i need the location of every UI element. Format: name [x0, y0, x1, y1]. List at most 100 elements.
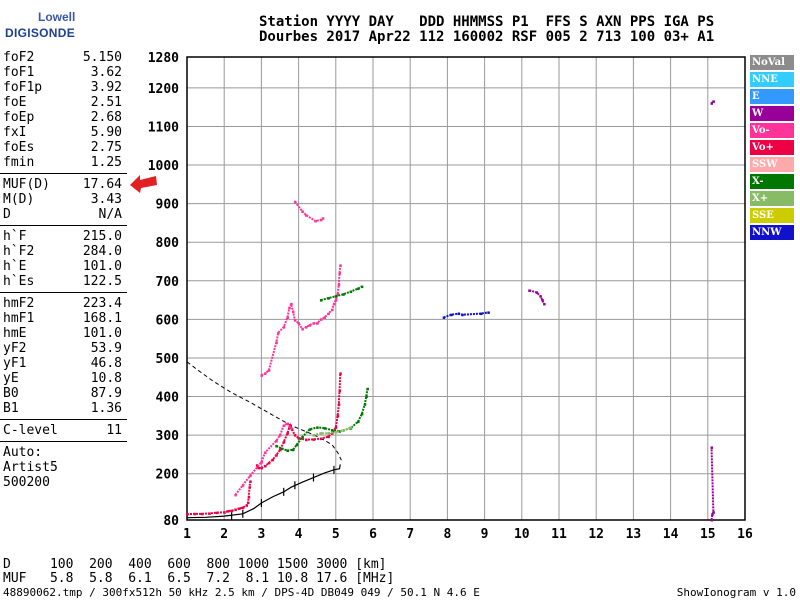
param-value: 87.9	[90, 386, 122, 401]
data-point	[275, 454, 278, 457]
y-tick-label: 400	[156, 391, 180, 406]
x-tick-label: 12	[588, 527, 604, 542]
param-value: 1.25	[90, 155, 122, 170]
data-point	[301, 436, 304, 439]
param-name: B0	[3, 386, 19, 401]
param-value: 3.43	[90, 192, 122, 207]
data-point	[349, 290, 353, 294]
data-point	[710, 446, 714, 449]
data-point	[312, 434, 315, 437]
data-point	[301, 210, 304, 213]
param-row: hmF2 223.4	[0, 296, 130, 311]
param-name: h`Es	[3, 274, 35, 289]
param-value: 3.62	[90, 65, 122, 80]
legend-item: NNE	[750, 72, 794, 87]
data-point	[316, 426, 319, 429]
data-point	[241, 506, 245, 510]
data-point	[342, 429, 345, 432]
param-value: 168.1	[82, 311, 122, 326]
param-value: 215.0	[82, 229, 122, 244]
param-name: yE	[3, 371, 19, 386]
param-row: foF2 5.150	[0, 50, 130, 65]
param-value: 101.0	[82, 259, 122, 274]
y-tick-label: 1200	[148, 82, 179, 97]
data-point	[487, 311, 490, 314]
y-tick-label: 1000	[148, 159, 179, 174]
x-tick-label: 6	[369, 527, 377, 542]
param-divider	[0, 173, 127, 174]
echo-trace	[260, 265, 342, 377]
param-name: yF1	[3, 356, 27, 371]
data-point	[260, 374, 263, 377]
x-tick-label: 11	[551, 527, 567, 542]
x-tick-label: 13	[626, 527, 642, 542]
data-point	[267, 461, 271, 465]
data-point	[290, 427, 293, 430]
x-tick-label: 2	[220, 527, 228, 542]
param-value: 11	[106, 423, 122, 438]
data-point	[319, 318, 323, 321]
profile-dashed-line	[186, 361, 342, 461]
echo-trace	[234, 422, 292, 496]
data-point	[336, 293, 340, 296]
param-row: yE 10.8	[0, 371, 130, 386]
data-point	[541, 299, 544, 302]
param-row: hmF1 168.1	[0, 311, 130, 326]
param-row: fmin 1.25	[0, 155, 130, 170]
param-name: hmF2	[3, 296, 35, 311]
parameter-panel: foF2 5.150 foF1 3.62 foF1p 3.92 foE 2.51 foEp 2.6…	[0, 50, 130, 490]
legend-item: E	[750, 89, 794, 104]
data-point	[360, 412, 364, 416]
data-point	[360, 285, 364, 289]
param-name: h`F2	[3, 244, 35, 259]
legend: NoVal NNE E W Vo- Vo+ SSW X- X+ SSE NNW	[750, 55, 794, 242]
data-point	[301, 328, 304, 331]
echo-trace	[275, 388, 369, 452]
data-point	[282, 424, 286, 427]
data-point	[331, 429, 334, 432]
x-tick-label: 1	[183, 527, 191, 542]
param-name: foF1p	[3, 80, 43, 95]
header-values: Dourbes 2017 Apr22 112 160002 RSF 005 2 …	[259, 29, 715, 45]
param-name: B1	[3, 401, 19, 416]
data-point	[293, 319, 297, 322]
data-point	[280, 447, 284, 451]
data-point	[334, 299, 338, 302]
data-point	[193, 512, 196, 516]
data-point	[339, 264, 342, 267]
data-point	[277, 331, 280, 335]
param-row: h`F 215.0	[0, 229, 130, 244]
data-point	[366, 387, 369, 391]
param-name: fxI	[3, 125, 27, 140]
param-value: 17.64	[82, 177, 122, 192]
param-value: 2.51	[90, 95, 122, 110]
param-value: 2.68	[90, 110, 122, 125]
echo-trace	[320, 285, 363, 302]
legend-item: Vo+	[750, 140, 794, 155]
data-point	[327, 432, 330, 435]
data-point	[528, 289, 531, 292]
param-row: foE 2.51	[0, 95, 130, 110]
param-row: foEs 2.75	[0, 140, 130, 155]
data-point	[297, 437, 301, 440]
data-point	[305, 326, 308, 329]
x-tick-label: 7	[406, 527, 414, 542]
data-point	[260, 466, 263, 470]
data-point	[264, 464, 267, 468]
data-point	[286, 432, 289, 435]
data-point	[450, 313, 453, 317]
data-point	[248, 486, 251, 489]
param-name: foEs	[3, 140, 35, 155]
param-value: 2.75	[90, 140, 122, 155]
data-point	[321, 217, 325, 220]
data-point	[238, 507, 241, 510]
data-point	[710, 519, 714, 522]
param-name: C-level	[3, 423, 58, 438]
param-value: N/A	[98, 207, 122, 222]
param-row: fxI 5.90	[0, 125, 130, 140]
param-value: 101.0	[82, 326, 122, 341]
data-point	[226, 510, 230, 513]
data-point	[255, 464, 259, 467]
param-value: 284.0	[82, 244, 122, 259]
param-row: B0 87.9	[0, 386, 130, 401]
